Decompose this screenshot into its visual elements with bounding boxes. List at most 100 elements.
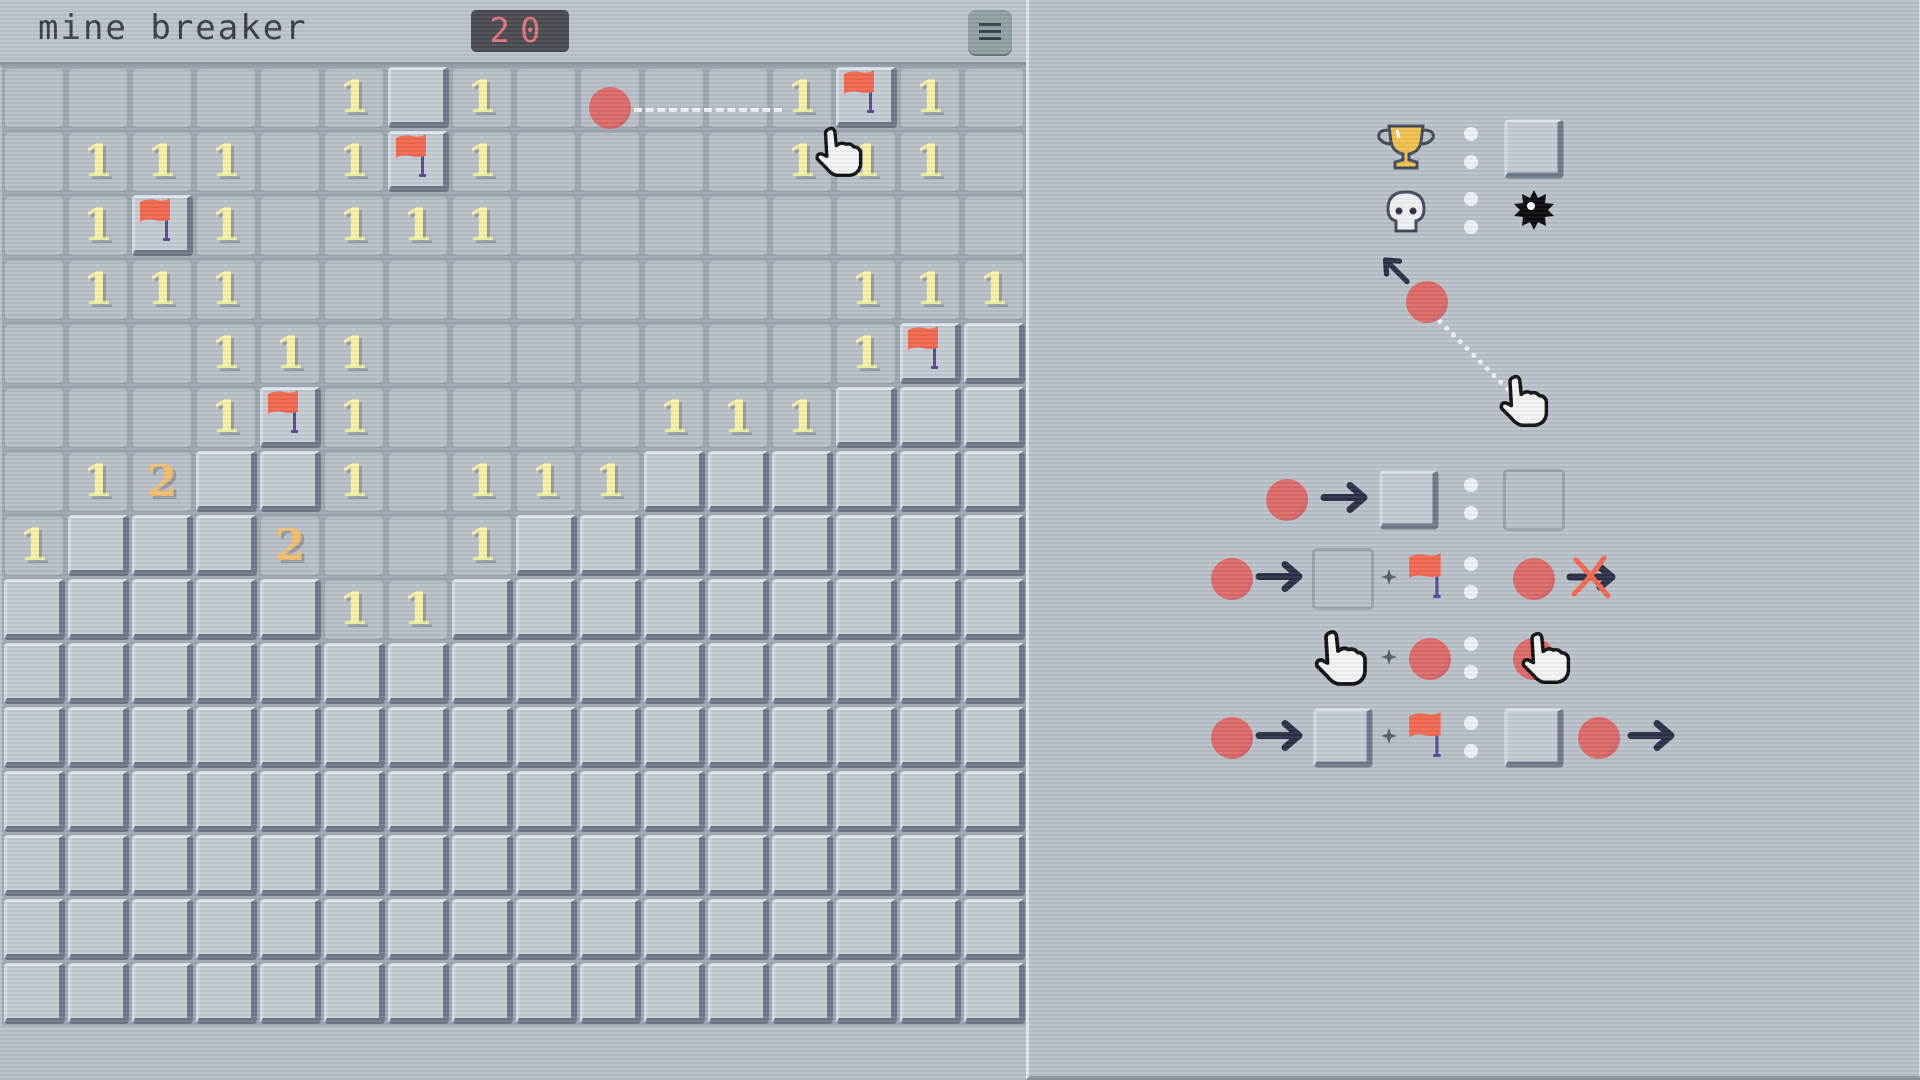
cell-covered[interactable] — [578, 898, 642, 962]
cell-number[interactable]: 1 — [258, 322, 322, 386]
cell-covered[interactable] — [194, 898, 258, 962]
cell-number[interactable]: 1 — [386, 194, 450, 258]
cell-covered[interactable] — [66, 706, 130, 770]
cell-covered[interactable] — [66, 834, 130, 898]
cell-revealed[interactable] — [2, 450, 66, 514]
cell-revealed[interactable] — [386, 258, 450, 322]
cell-covered[interactable] — [322, 706, 386, 770]
cell-number[interactable]: 1 — [322, 130, 386, 194]
cell-flagged[interactable] — [834, 66, 898, 130]
cell-covered[interactable] — [578, 770, 642, 834]
cell-revealed[interactable] — [258, 194, 322, 258]
cell-number[interactable]: 1 — [450, 450, 514, 514]
cell-revealed[interactable] — [962, 194, 1026, 258]
cell-revealed[interactable] — [514, 130, 578, 194]
cell-revealed[interactable] — [770, 322, 834, 386]
cell-covered[interactable] — [386, 834, 450, 898]
cell-covered[interactable] — [194, 962, 258, 1026]
cell-revealed[interactable] — [642, 258, 706, 322]
cell-revealed[interactable] — [2, 130, 66, 194]
cell-number[interactable]: 1 — [450, 514, 514, 578]
cell-revealed[interactable] — [642, 322, 706, 386]
cell-number[interactable]: 1 — [450, 66, 514, 130]
cell-covered[interactable] — [194, 706, 258, 770]
cell-number[interactable]: 1 — [578, 450, 642, 514]
cell-covered[interactable] — [2, 578, 66, 642]
cell-covered[interactable] — [258, 642, 322, 706]
cell-covered[interactable] — [898, 770, 962, 834]
cell-revealed[interactable] — [578, 322, 642, 386]
cell-covered[interactable] — [450, 962, 514, 1026]
cell-revealed[interactable] — [450, 258, 514, 322]
cell-number[interactable]: 1 — [450, 194, 514, 258]
cell-revealed[interactable] — [66, 322, 130, 386]
cell-number[interactable]: 1 — [962, 258, 1026, 322]
cell-covered[interactable] — [834, 578, 898, 642]
cell-covered[interactable] — [770, 898, 834, 962]
cell-number[interactable]: 1 — [514, 450, 578, 514]
cell-number[interactable]: 1 — [194, 322, 258, 386]
cell-covered[interactable] — [706, 706, 770, 770]
cell-number[interactable]: 1 — [322, 386, 386, 450]
cell-revealed[interactable] — [706, 194, 770, 258]
cell-covered[interactable] — [962, 834, 1026, 898]
cell-flagged[interactable] — [258, 386, 322, 450]
cell-number[interactable]: 1 — [66, 450, 130, 514]
cell-revealed[interactable] — [450, 322, 514, 386]
cell-covered[interactable] — [386, 66, 450, 130]
cell-number[interactable]: 2 — [258, 514, 322, 578]
cell-covered[interactable] — [642, 450, 706, 514]
cell-covered[interactable] — [130, 514, 194, 578]
cell-covered[interactable] — [130, 834, 194, 898]
cell-revealed[interactable] — [2, 194, 66, 258]
cell-revealed[interactable] — [2, 386, 66, 450]
cell-revealed[interactable] — [450, 386, 514, 450]
cell-covered[interactable] — [642, 706, 706, 770]
cell-revealed[interactable] — [322, 514, 386, 578]
cell-revealed[interactable] — [706, 130, 770, 194]
cell-covered[interactable] — [578, 962, 642, 1026]
cell-number[interactable]: 1 — [322, 578, 386, 642]
cell-revealed[interactable] — [258, 130, 322, 194]
cell-covered[interactable] — [386, 706, 450, 770]
cell-covered[interactable] — [194, 642, 258, 706]
cell-revealed[interactable] — [386, 450, 450, 514]
cell-covered[interactable] — [706, 642, 770, 706]
cell-covered[interactable] — [962, 450, 1026, 514]
cell-covered[interactable] — [514, 898, 578, 962]
cell-covered[interactable] — [706, 450, 770, 514]
cell-revealed[interactable] — [770, 194, 834, 258]
cell-covered[interactable] — [898, 642, 962, 706]
cell-covered[interactable] — [770, 706, 834, 770]
cell-flagged[interactable] — [386, 130, 450, 194]
cell-covered[interactable] — [962, 706, 1026, 770]
cell-number[interactable]: 1 — [450, 130, 514, 194]
cell-covered[interactable] — [642, 770, 706, 834]
cell-flagged[interactable] — [898, 322, 962, 386]
cell-covered[interactable] — [322, 770, 386, 834]
cell-covered[interactable] — [2, 898, 66, 962]
cell-covered[interactable] — [258, 898, 322, 962]
cell-covered[interactable] — [962, 642, 1026, 706]
cell-number[interactable]: 1 — [66, 258, 130, 322]
cell-covered[interactable] — [258, 578, 322, 642]
cell-covered[interactable] — [642, 514, 706, 578]
cell-number[interactable]: 1 — [322, 322, 386, 386]
cell-number[interactable]: 1 — [322, 194, 386, 258]
cell-revealed[interactable] — [130, 66, 194, 130]
cell-revealed[interactable] — [706, 322, 770, 386]
cell-covered[interactable] — [514, 834, 578, 898]
cell-covered[interactable] — [898, 834, 962, 898]
cell-covered[interactable] — [258, 962, 322, 1026]
cell-covered[interactable] — [322, 962, 386, 1026]
menu-button[interactable] — [968, 10, 1012, 54]
cell-covered[interactable] — [578, 706, 642, 770]
cell-covered[interactable] — [450, 706, 514, 770]
cell-covered[interactable] — [642, 962, 706, 1026]
cell-covered[interactable] — [2, 642, 66, 706]
cell-number[interactable]: 1 — [386, 578, 450, 642]
cell-covered[interactable] — [834, 706, 898, 770]
cell-covered[interactable] — [514, 706, 578, 770]
cell-covered[interactable] — [770, 834, 834, 898]
